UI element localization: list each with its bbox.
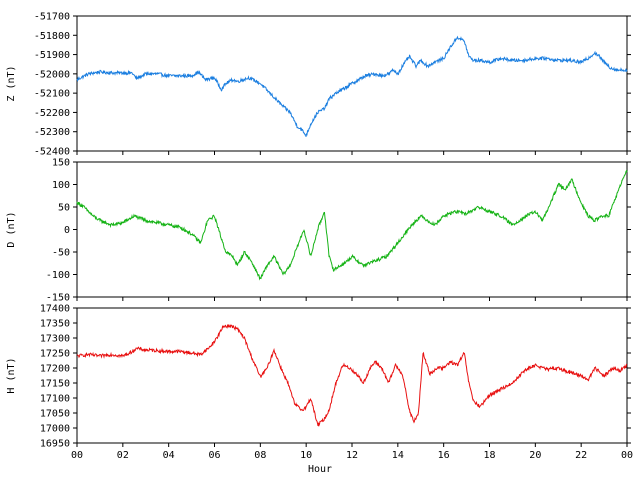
- y-axis-label: H (nT): [6, 357, 17, 393]
- y-axis-label: D (nT): [6, 211, 17, 247]
- x-tick-label: 18: [483, 450, 495, 461]
- x-tick-label: 08: [254, 450, 266, 461]
- y-tick-label: -52200: [34, 108, 70, 119]
- y-tick-label: 100: [52, 180, 70, 191]
- x-tick-label: 10: [300, 450, 312, 461]
- x-tick-label: 14: [392, 450, 404, 461]
- y-tick-label: -51900: [34, 50, 70, 61]
- y-tick-label: 17400: [40, 304, 70, 315]
- x-tick-label: 20: [529, 450, 541, 461]
- series-line: [76, 323, 628, 428]
- y-tick-label: 17300: [40, 334, 70, 345]
- x-tick-label: 06: [208, 450, 220, 461]
- y-tick-label: -52100: [34, 89, 70, 100]
- plot-frame: [76, 307, 628, 444]
- y-tick-label: -50: [52, 248, 70, 259]
- y-tick-label: 17200: [40, 364, 70, 375]
- y-tick-label: 17050: [40, 409, 70, 420]
- y-tick-label: 16950: [40, 439, 70, 450]
- y-tick-label: 17100: [40, 394, 70, 405]
- y-tick-label: -52300: [34, 127, 70, 138]
- x-tick-label: 16: [438, 450, 450, 461]
- plot-frame: [76, 15, 628, 152]
- x-tick-label: 00: [621, 450, 633, 461]
- y-tick-label: -150: [46, 293, 70, 304]
- panel-2: 17400 17350 17300 17250 17200 17150 17100 17050…: [6, 304, 633, 462]
- y-tick-label: 17150: [40, 379, 70, 390]
- y-tick-label: -51700: [34, 12, 70, 23]
- x-tick-label: 22: [575, 450, 587, 461]
- y-tick-label: -100: [46, 270, 70, 281]
- x-tick-label: 12: [346, 450, 358, 461]
- y-tick-label: 50: [58, 203, 70, 214]
- y-tick-label: 150: [52, 158, 70, 169]
- x-tick-label: 02: [117, 450, 129, 461]
- x-tick-label: 00: [71, 450, 83, 461]
- y-tick-label: -52000: [34, 69, 70, 80]
- series-line: [76, 169, 628, 281]
- y-tick-label: 17250: [40, 349, 70, 360]
- y-tick-label: -52400: [34, 147, 70, 158]
- panel-1: 150 100 50 0 -50 -100 -150 D (nT): [6, 158, 631, 304]
- x-axis-label: Hour: [308, 464, 332, 475]
- y-axis-label: Z (nT): [6, 65, 17, 101]
- panel-0: -51700 -51800 -51900 -52000 -52100 -52200 -523…: [6, 12, 631, 158]
- y-tick-label: -51800: [34, 31, 70, 42]
- y-tick-label: 17000: [40, 424, 70, 435]
- y-tick-label: 17350: [40, 319, 70, 330]
- series-line: [76, 35, 628, 137]
- plot-frame: [76, 161, 628, 298]
- y-tick-label: 0: [64, 225, 70, 236]
- x-tick-label: 04: [163, 450, 175, 461]
